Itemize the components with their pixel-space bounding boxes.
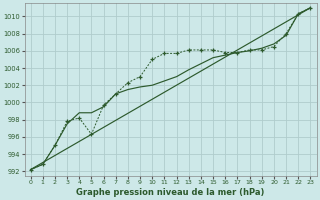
X-axis label: Graphe pression niveau de la mer (hPa): Graphe pression niveau de la mer (hPa)	[76, 188, 265, 197]
